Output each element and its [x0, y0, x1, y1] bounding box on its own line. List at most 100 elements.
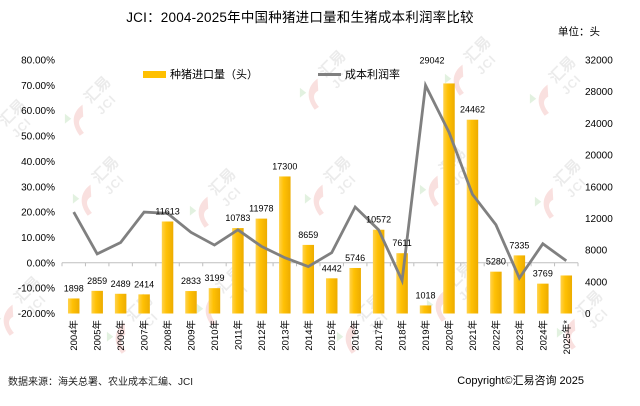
- legend-label-profit-rate: 成本利润率: [345, 69, 400, 81]
- svg-text:50.00%: 50.00%: [21, 132, 55, 143]
- svg-text:10572: 10572: [366, 215, 391, 225]
- bar: [255, 218, 268, 314]
- svg-text:16000: 16000: [585, 182, 613, 193]
- svg-text:80.00%: 80.00%: [21, 56, 55, 67]
- svg-text:2023年: 2023年: [514, 320, 526, 351]
- svg-text:2008年: 2008年: [162, 320, 174, 351]
- svg-text:2833: 2833: [181, 276, 201, 286]
- svg-text:0.00%: 0.00%: [27, 258, 55, 269]
- copyright-note: Copyright©汇易咨询 2025: [457, 375, 584, 387]
- legend-label-imports: 种猪进口量（头）: [170, 69, 258, 81]
- svg-text:11978: 11978: [249, 204, 273, 214]
- svg-text:29042: 29042: [419, 55, 444, 65]
- svg-text:2017年: 2017年: [373, 320, 385, 351]
- svg-text:20000: 20000: [585, 151, 613, 162]
- svg-text:12000: 12000: [585, 214, 613, 225]
- svg-text:2005年: 2005年: [92, 320, 104, 351]
- svg-text:7335: 7335: [509, 240, 529, 250]
- svg-text:2859: 2859: [87, 276, 107, 286]
- right-axis-labels: 32000 28000 24000 20000 16000 12000 8000 4000 0: [585, 56, 613, 321]
- svg-text:5746: 5746: [345, 253, 365, 263]
- svg-text:5280: 5280: [486, 257, 506, 267]
- svg-text:2025年*: 2025年*: [561, 320, 573, 355]
- bar: [161, 221, 174, 314]
- bar: [325, 278, 338, 314]
- svg-text:30.00%: 30.00%: [21, 182, 55, 193]
- bar: [513, 255, 526, 314]
- svg-text:2016年: 2016年: [350, 320, 362, 351]
- svg-text:20.00%: 20.00%: [21, 208, 55, 219]
- svg-text:32000: 32000: [585, 56, 613, 67]
- svg-text:40.00%: 40.00%: [21, 157, 55, 168]
- bar: [138, 294, 150, 314]
- svg-text:2020年: 2020年: [444, 320, 456, 351]
- svg-text:-10.00%: -10.00%: [18, 284, 55, 295]
- svg-text:60.00%: 60.00%: [21, 106, 55, 117]
- svg-text:2007年: 2007年: [139, 320, 151, 351]
- zero-axis-line: [61, 262, 579, 267]
- svg-text:24000: 24000: [585, 119, 613, 130]
- import-bars: [67, 83, 573, 314]
- svg-text:8000: 8000: [585, 246, 608, 257]
- svg-text:4000: 4000: [585, 277, 608, 288]
- bar: [67, 298, 80, 314]
- legend-item-imports: 种猪进口量（头）: [143, 66, 258, 82]
- bar: [208, 288, 221, 314]
- svg-text:2022年: 2022年: [490, 320, 502, 351]
- svg-text:2006年: 2006年: [115, 320, 127, 351]
- svg-text:2010年: 2010年: [209, 320, 221, 351]
- svg-text:2009年: 2009年: [186, 320, 198, 351]
- svg-text:0: 0: [585, 309, 591, 320]
- bar: [114, 293, 127, 314]
- bar-series-swatch: [143, 70, 166, 78]
- svg-text:8659: 8659: [298, 230, 318, 240]
- svg-text:2014年: 2014年: [303, 320, 315, 351]
- svg-text:2414: 2414: [134, 279, 154, 289]
- svg-text:2013年: 2013年: [279, 320, 291, 351]
- line-series-swatch: [318, 72, 341, 76]
- svg-text:28000: 28000: [585, 87, 613, 98]
- bar: [302, 244, 315, 314]
- svg-text:24462: 24462: [460, 105, 485, 115]
- svg-text:2024年: 2024年: [537, 320, 549, 351]
- bar: [185, 291, 197, 314]
- bar: [372, 229, 385, 314]
- svg-text:3769: 3769: [533, 269, 553, 279]
- svg-text:11613: 11613: [155, 207, 179, 217]
- bar: [560, 275, 573, 314]
- svg-text:2012年: 2012年: [256, 320, 268, 351]
- bar: [419, 305, 432, 314]
- bar: [466, 119, 479, 314]
- unit-label: 单位：头: [558, 26, 600, 38]
- svg-text:7611: 7611: [392, 238, 411, 248]
- svg-text:3199: 3199: [204, 273, 224, 283]
- svg-text:17300: 17300: [272, 161, 297, 171]
- svg-text:10.00%: 10.00%: [21, 233, 55, 244]
- svg-text:2011年: 2011年: [232, 320, 244, 350]
- bar: [91, 290, 103, 314]
- svg-text:2004年: 2004年: [68, 320, 80, 351]
- svg-text:2019年: 2019年: [420, 320, 432, 351]
- bar: [279, 176, 291, 314]
- svg-text:70.00%: 70.00%: [21, 81, 55, 92]
- profit-rate-line: [72, 80, 568, 286]
- svg-text:10783: 10783: [225, 213, 250, 223]
- legend-item-profit-rate: 成本利润率: [318, 66, 400, 82]
- bar: [349, 267, 361, 314]
- svg-text:2489: 2489: [111, 279, 131, 289]
- data-source-note: 数据来源：海关总署、农业成本汇编、JCI: [8, 377, 193, 388]
- bar: [490, 271, 502, 314]
- chart-title: JCI：2004-2025年中国种猪进口量和生猪成本利润率比较: [126, 10, 474, 25]
- svg-text:2018年: 2018年: [397, 320, 409, 351]
- svg-text:1018: 1018: [416, 290, 436, 300]
- bar: [537, 283, 549, 314]
- legend: 种猪进口量（头） 成本利润率: [143, 66, 400, 82]
- left-axis-labels: 80.00% 70.00% 60.00% 50.00% 40.00% 30.00% 20.0…: [18, 56, 55, 321]
- svg-text:1898: 1898: [64, 283, 84, 293]
- bar: [232, 228, 244, 314]
- svg-text:2015年: 2015年: [326, 320, 338, 351]
- category-axis-labels: 2004年 2005年 2006年 2007年 2008年 2009年 2010年 2011年…: [68, 320, 573, 355]
